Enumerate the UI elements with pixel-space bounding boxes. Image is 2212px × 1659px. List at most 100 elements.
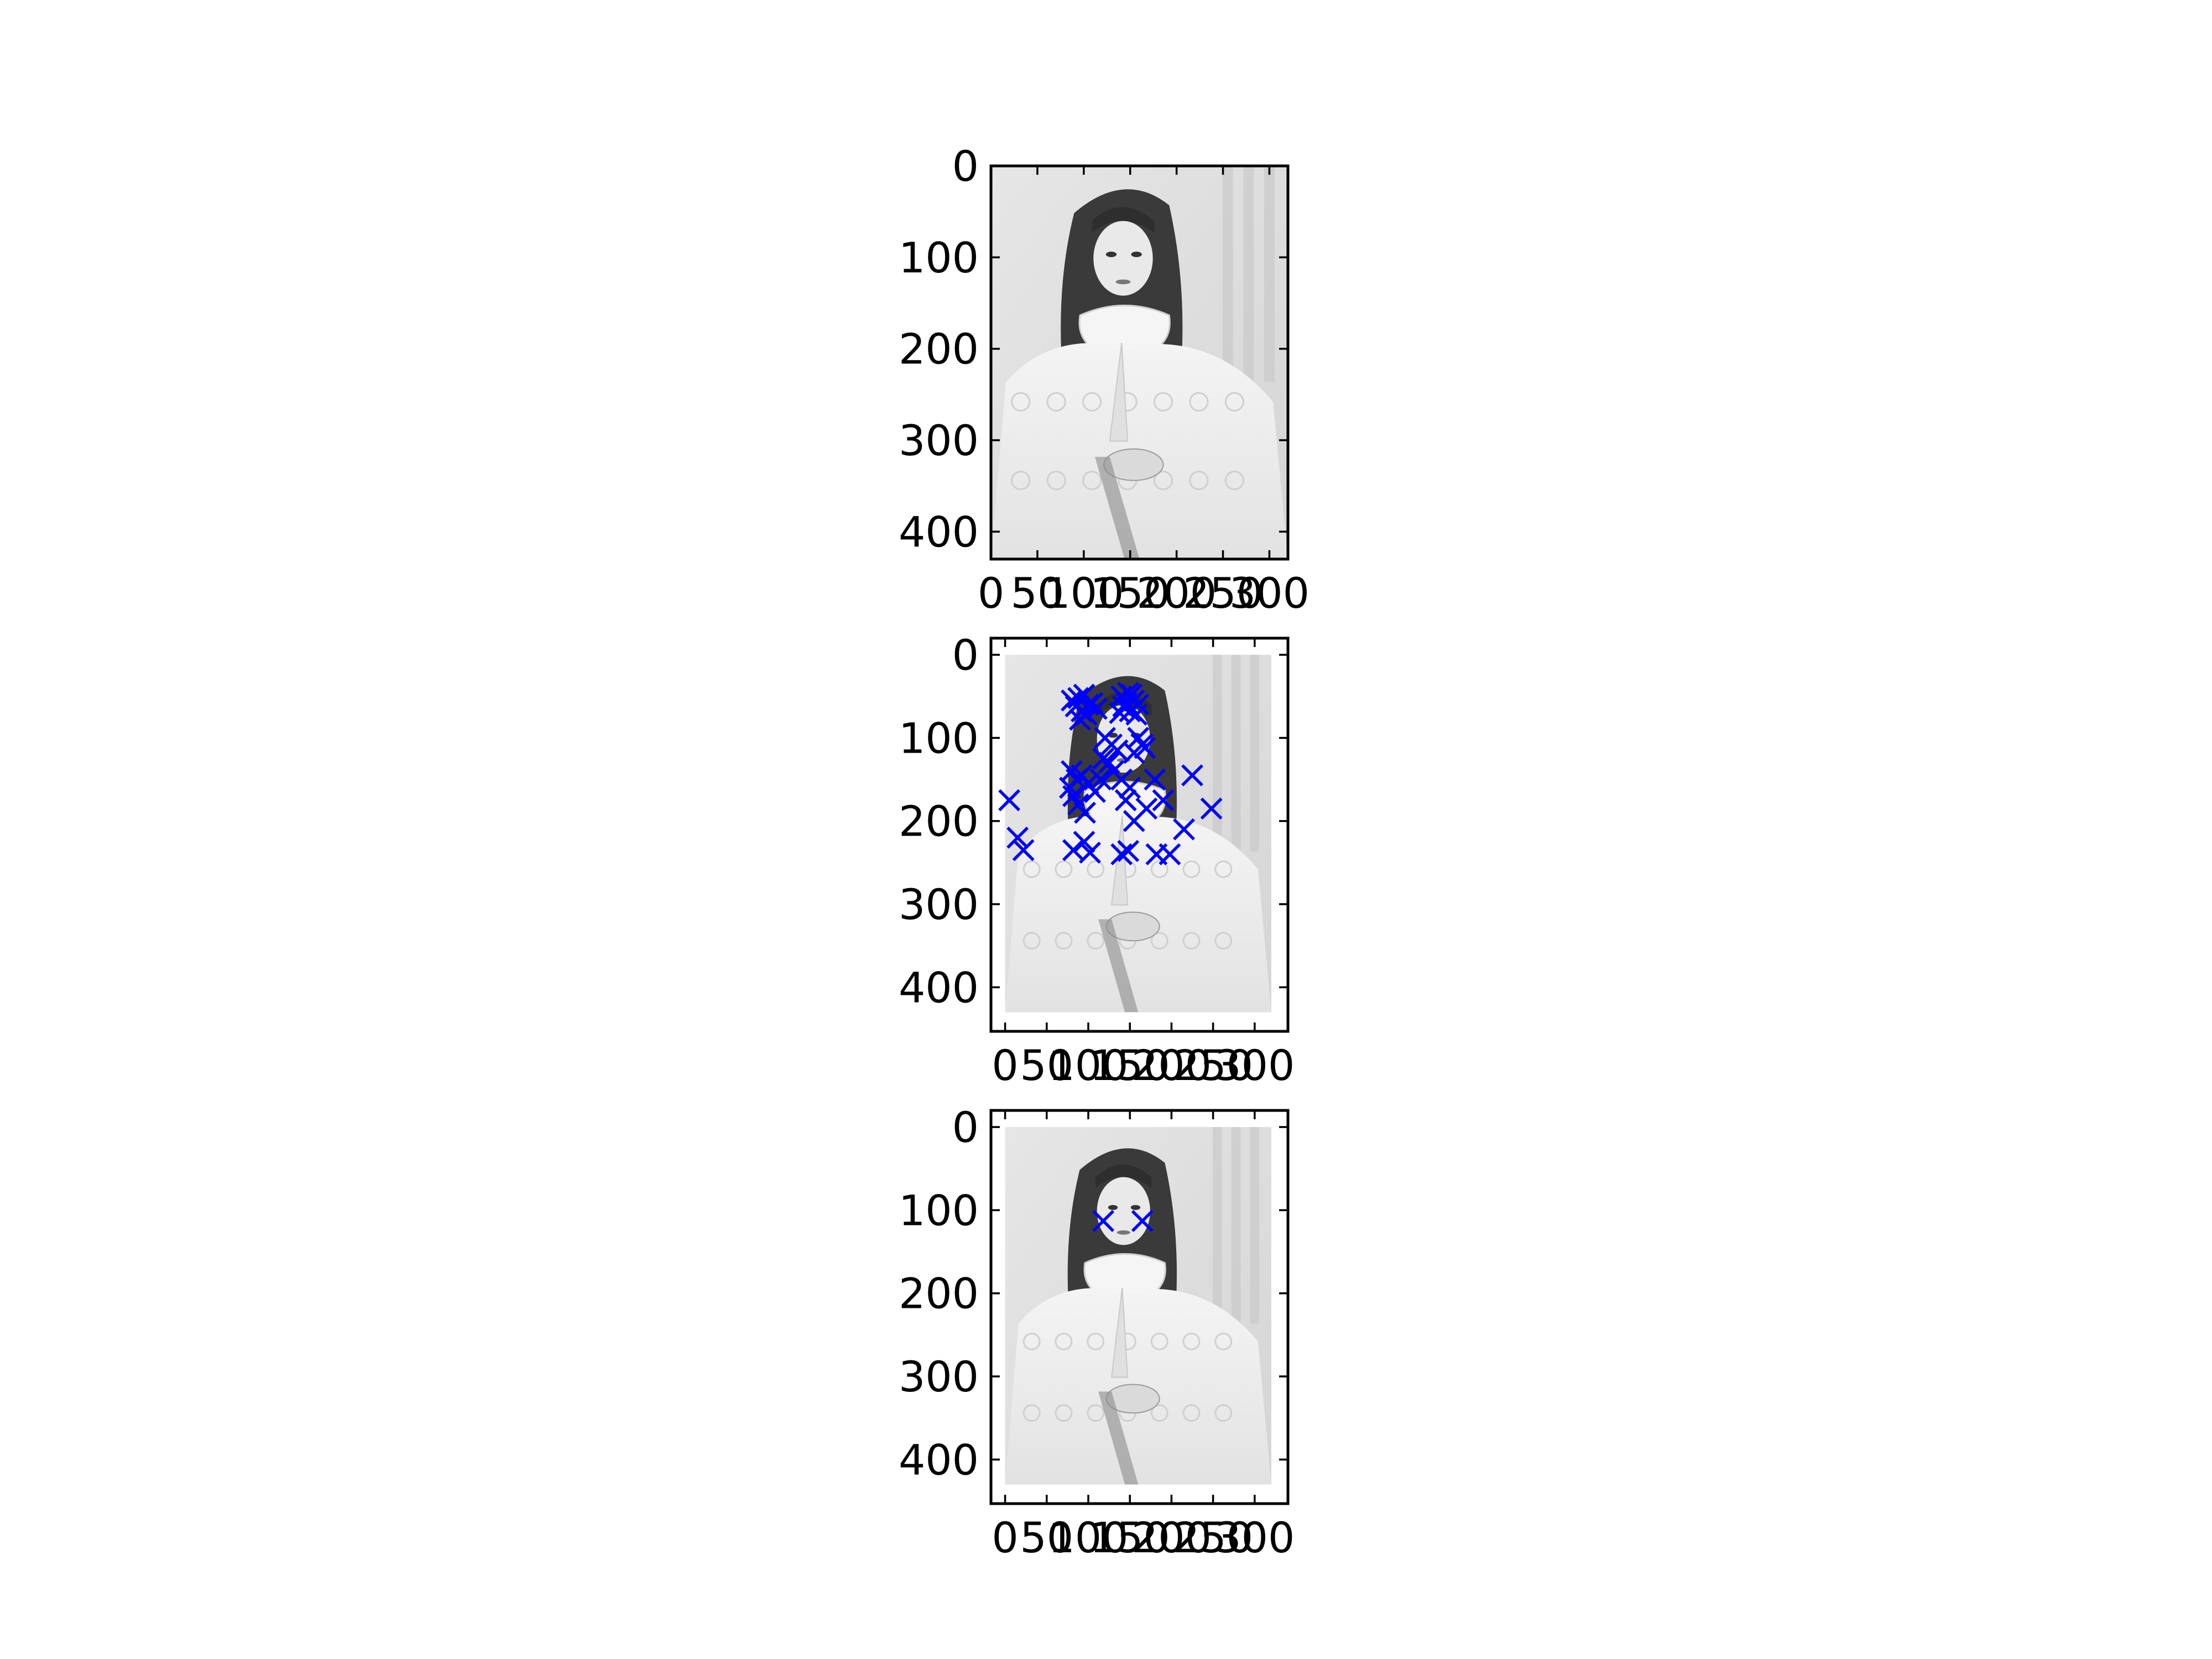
- lace-detail: [1224, 392, 1244, 412]
- curtain-stripe: [1250, 655, 1260, 852]
- lace-detail: [1182, 932, 1201, 950]
- lace-detail: [1082, 471, 1102, 491]
- data-point-x-marker: [1069, 708, 1091, 731]
- x-tick-label: 200: [1131, 1041, 1212, 1090]
- eye-shape: [1105, 251, 1117, 257]
- markers: [998, 682, 1223, 865]
- y-tick-label: 200: [899, 797, 979, 846]
- y-tick-label: 0: [952, 630, 979, 680]
- lace-detail: [1055, 1404, 1073, 1422]
- y-tick-label: 0: [952, 1103, 979, 1152]
- data-point-x-marker: [1110, 843, 1133, 865]
- y-tick-label: 200: [899, 1269, 979, 1318]
- data-point-x-marker: [1152, 789, 1175, 812]
- y-tick-label: 300: [899, 416, 979, 465]
- data-point-x-marker: [1074, 801, 1096, 824]
- curtain-stripe: [1250, 1127, 1260, 1324]
- markers: [1092, 1209, 1154, 1232]
- data-point-x-marker: [1119, 776, 1141, 799]
- y-tick-label: 200: [899, 325, 979, 374]
- lace-detail: [1087, 860, 1105, 878]
- x-tick-label: 0: [992, 1041, 1018, 1090]
- curtain-stripe: [1243, 166, 1254, 383]
- x-tick-label: 300: [1214, 1513, 1295, 1562]
- image-grayscale-portrait-photo: [1005, 1127, 1271, 1485]
- x-tick-label: 150: [1090, 1513, 1170, 1562]
- x-tick-label: 200: [1131, 1513, 1212, 1562]
- x-tick-label: 300: [1214, 1041, 1295, 1090]
- lace-detail: [1214, 932, 1233, 950]
- lace-detail: [1224, 471, 1244, 491]
- data-point-x-marker: [1079, 841, 1101, 864]
- x-tick-label: 150: [1090, 1041, 1170, 1090]
- lace-detail: [1182, 860, 1201, 878]
- bangs-shape: [1095, 1164, 1152, 1188]
- curtain-stripe: [1213, 655, 1222, 852]
- data-point-x-marker: [1173, 818, 1195, 841]
- lace-detail: [1082, 392, 1102, 412]
- lace-detail: [1087, 932, 1105, 950]
- data-point-x-marker: [1159, 843, 1181, 865]
- x-tick-label: 100: [1044, 568, 1124, 618]
- data-point-x-marker: [1114, 789, 1137, 812]
- x-tick-label: 250: [1173, 1041, 1253, 1090]
- lace-detail: [1022, 860, 1041, 878]
- y-tick-label: 0: [952, 142, 979, 191]
- lace-detail: [1153, 392, 1173, 412]
- chair-shape: [1098, 919, 1139, 1013]
- x-tick-label: 50: [1020, 1513, 1073, 1562]
- lace-detail: [1022, 1332, 1041, 1350]
- eye-shape: [1108, 1204, 1118, 1211]
- y-tick-label: 400: [899, 507, 979, 556]
- y-tick-label: 300: [899, 880, 979, 929]
- axes-frame: [989, 1109, 1290, 1505]
- curtain-stripe: [1222, 166, 1233, 383]
- lace-detail: [1022, 932, 1041, 950]
- x-tick-label: 200: [1136, 568, 1217, 618]
- lace-detail: [1055, 932, 1073, 950]
- image-grayscale-portrait-photo: [991, 166, 1288, 559]
- curtain-stripe: [1231, 1127, 1241, 1324]
- x-tick-label: 250: [1173, 1513, 1253, 1562]
- data-point-x-marker: [1127, 693, 1150, 716]
- lace-detail: [1189, 471, 1209, 491]
- data-point-x-marker: [1117, 839, 1140, 862]
- curtain-stripe: [1264, 166, 1275, 383]
- axes-frame: [989, 164, 1290, 561]
- lace-detail: [1087, 1404, 1105, 1422]
- bangs-shape: [1092, 207, 1155, 233]
- x-tick-label: 50: [1011, 568, 1065, 618]
- x-tick-label: 150: [1090, 568, 1170, 618]
- ribbon-shape: [1109, 342, 1129, 442]
- lace-detail: [1150, 860, 1168, 878]
- data-point-x-marker: [1109, 702, 1131, 724]
- lace-detail: [1055, 860, 1073, 878]
- curtain-stripe: [1231, 655, 1241, 852]
- image-grayscale-portrait-photo: [1005, 655, 1271, 1013]
- lace-detail: [1214, 1332, 1233, 1350]
- data-point-x-marker: [1086, 697, 1108, 720]
- chair-shape: [1098, 1391, 1139, 1485]
- y-tick-label: 300: [899, 1352, 979, 1401]
- lace-detail: [1046, 471, 1066, 491]
- x-tick-label: 100: [1048, 1041, 1128, 1090]
- data-point-x-marker: [1089, 768, 1112, 791]
- lace-detail: [1182, 1332, 1201, 1350]
- data-point-x-marker: [1084, 781, 1106, 804]
- y-tick-label: 400: [899, 1435, 979, 1484]
- eye-shape: [1130, 1204, 1141, 1211]
- y-tick-label: 100: [899, 1186, 979, 1235]
- eye-shape: [1131, 251, 1142, 257]
- x-tick-label: 300: [1229, 568, 1310, 618]
- lace-detail: [1087, 1332, 1105, 1350]
- x-tick-label: 0: [992, 1513, 1018, 1562]
- lips-shape: [1115, 279, 1131, 285]
- x-tick-label: 250: [1183, 568, 1263, 618]
- x-tick-label: 0: [978, 568, 1004, 618]
- axes-frame: [989, 637, 1290, 1033]
- lace-detail: [1214, 860, 1233, 878]
